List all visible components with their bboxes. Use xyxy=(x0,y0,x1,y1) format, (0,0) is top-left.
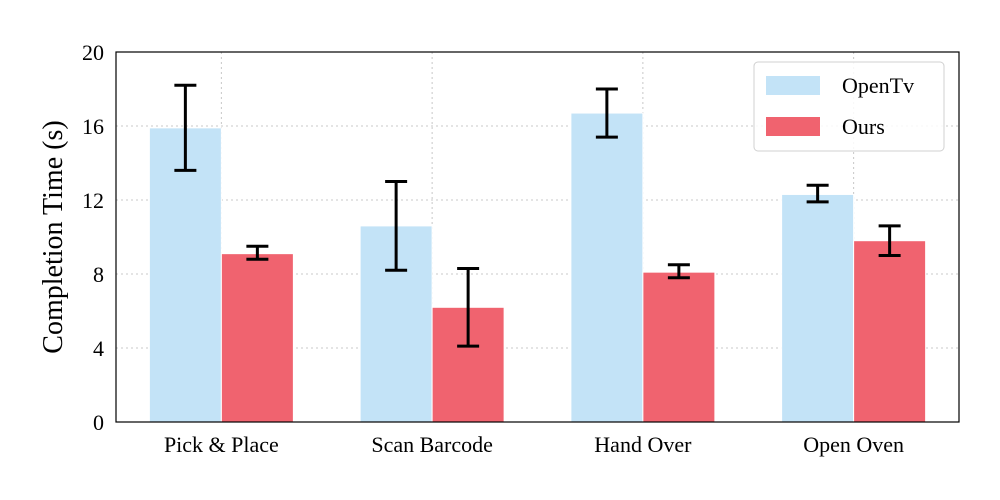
bar-opentv-open-oven xyxy=(781,193,855,423)
y-tick-label: 12 xyxy=(82,188,104,213)
plot-frame xyxy=(115,51,960,423)
x-tick-labels: Pick & Place Scan Barcode Hand Over Open Ov… xyxy=(164,432,904,457)
x-tick-label: Hand Over xyxy=(594,432,692,457)
bar-ours-pick-place xyxy=(220,253,294,423)
error-bars-layer xyxy=(174,83,901,348)
y-tick-label: 16 xyxy=(82,114,104,139)
y-axis-title: Completion Time (s) xyxy=(38,120,69,353)
y-tick-label: 4 xyxy=(93,336,104,361)
legend-label-opentv: OpenTv xyxy=(842,73,914,98)
x-tick-label: Scan Barcode xyxy=(371,432,493,457)
legend-swatch-ours xyxy=(766,117,820,136)
legend-swatch-opentv xyxy=(766,76,820,95)
y-tick-label: 0 xyxy=(93,410,104,435)
y-tick-label: 8 xyxy=(93,262,104,287)
x-tick-label: Open Oven xyxy=(803,432,904,457)
bar-opentv-hand-over xyxy=(570,112,644,423)
y-tick-label: 20 xyxy=(82,40,104,65)
legend: OpenTv Ours xyxy=(753,61,945,152)
y-tick-labels: 0 4 8 12 16 20 xyxy=(82,40,104,435)
x-tick-label: Pick & Place xyxy=(164,432,279,457)
bar-opentv-pick-place xyxy=(148,127,222,423)
bars-layer xyxy=(148,112,927,423)
bar-ours-hand-over xyxy=(642,271,716,423)
legend-label-ours: Ours xyxy=(842,114,885,139)
bar-ours-open-oven xyxy=(853,240,927,423)
